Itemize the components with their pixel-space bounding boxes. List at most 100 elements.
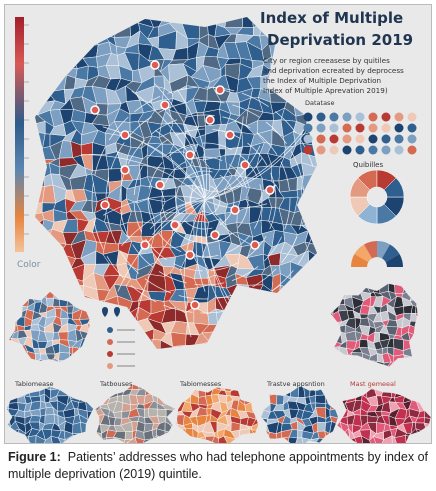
map-area xyxy=(416,361,418,367)
map-area xyxy=(129,367,138,377)
road xyxy=(204,157,263,201)
map-area xyxy=(304,355,316,367)
panel-label: Mast gemeeal xyxy=(350,380,396,388)
map-area xyxy=(316,362,330,378)
map-area xyxy=(425,305,431,316)
map-area xyxy=(330,338,335,348)
map-area xyxy=(175,387,178,389)
map-area xyxy=(425,314,431,321)
map-area xyxy=(73,366,83,375)
map-area xyxy=(323,196,341,215)
map-area xyxy=(344,283,354,287)
map-area xyxy=(280,338,299,349)
map-area xyxy=(156,386,167,400)
map-area xyxy=(352,361,364,367)
map-area xyxy=(86,410,94,420)
map-area xyxy=(268,338,288,349)
location-dot xyxy=(120,130,130,140)
map-area xyxy=(35,86,45,103)
map-area xyxy=(414,283,418,288)
map-area xyxy=(359,339,369,349)
small-map xyxy=(95,384,175,443)
map-area xyxy=(261,386,266,391)
map-area xyxy=(235,322,253,337)
map-area xyxy=(341,377,347,385)
legend-dot xyxy=(316,145,326,155)
map-area xyxy=(318,321,331,335)
map-area xyxy=(95,435,98,443)
map-area xyxy=(317,242,329,256)
map-area xyxy=(317,235,328,245)
half-donut-segment xyxy=(382,244,400,262)
map-area xyxy=(255,396,259,404)
map-area xyxy=(81,351,96,369)
map-area xyxy=(206,408,212,416)
map-area xyxy=(382,361,392,367)
map-area xyxy=(323,355,340,365)
map-area xyxy=(35,23,40,39)
map-area xyxy=(58,352,71,361)
map-area xyxy=(19,351,28,362)
map-area xyxy=(10,291,21,301)
legend-dot xyxy=(368,123,378,133)
road xyxy=(131,90,206,201)
map-area xyxy=(286,354,298,365)
map-area xyxy=(137,338,154,349)
map-area xyxy=(89,331,91,339)
small-map xyxy=(175,387,259,443)
map-area xyxy=(35,273,46,292)
map-area xyxy=(175,429,179,440)
map-area xyxy=(194,341,210,349)
map-area xyxy=(51,42,63,59)
map-area xyxy=(35,34,44,51)
map-area xyxy=(422,347,431,355)
map-area xyxy=(325,321,340,335)
map-area xyxy=(93,337,104,348)
map-area xyxy=(38,369,48,373)
map-area xyxy=(131,384,140,390)
map-area xyxy=(316,167,317,180)
map-area xyxy=(86,386,94,392)
map-area xyxy=(80,302,91,309)
map-area xyxy=(87,323,91,334)
small-map xyxy=(6,386,94,443)
map-area xyxy=(261,400,271,413)
map-area xyxy=(193,361,209,375)
map-area xyxy=(70,23,87,40)
map-area xyxy=(401,367,412,374)
map-area xyxy=(216,351,232,368)
road xyxy=(176,89,208,201)
road xyxy=(103,195,206,216)
map-area xyxy=(173,386,175,395)
map-area xyxy=(403,388,413,392)
map-area xyxy=(61,17,78,26)
map-area xyxy=(91,386,94,398)
location-dot xyxy=(250,240,260,250)
map-area xyxy=(85,32,99,47)
map-area xyxy=(91,337,98,346)
map-area xyxy=(254,409,259,420)
map-area xyxy=(255,435,259,443)
legend-dot xyxy=(329,123,339,133)
ring-road xyxy=(147,142,263,258)
map-area xyxy=(294,437,305,443)
map-area xyxy=(238,341,254,349)
map-area xyxy=(98,327,108,343)
map-area xyxy=(425,280,431,288)
map-area xyxy=(160,357,175,369)
map-area xyxy=(10,354,21,363)
map-area xyxy=(393,283,406,286)
map-area xyxy=(6,439,9,443)
map-area xyxy=(170,350,183,369)
map-area xyxy=(58,360,71,363)
map-area xyxy=(6,428,9,441)
map-area xyxy=(80,422,89,434)
map-area xyxy=(180,17,200,22)
map-area xyxy=(311,344,317,349)
map-area xyxy=(86,357,91,363)
location-dot xyxy=(155,180,165,190)
map-area xyxy=(373,368,383,377)
map-area xyxy=(51,38,64,44)
map-area xyxy=(36,21,54,39)
map-area xyxy=(312,311,317,323)
